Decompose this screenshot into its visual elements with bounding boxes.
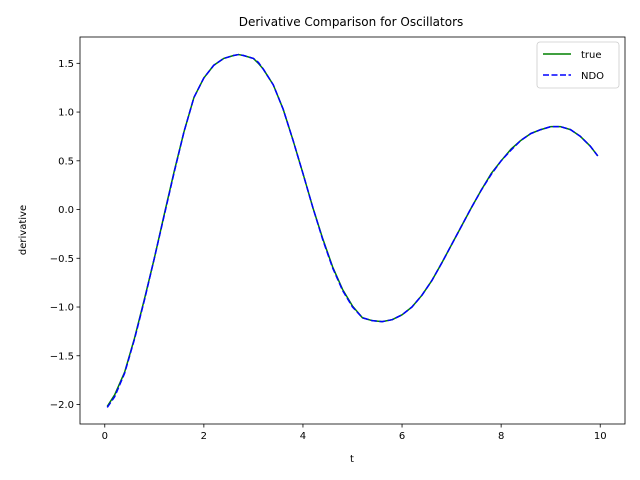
y-tick-label: −1.0 bbox=[50, 303, 74, 314]
y-tick-label: 1.0 bbox=[58, 108, 74, 119]
y-tick-label: 0.0 bbox=[58, 205, 74, 216]
x-tick-label: 2 bbox=[201, 431, 207, 442]
y-tick-label: 1.5 bbox=[58, 59, 74, 70]
legend-true-label: true bbox=[581, 50, 602, 61]
legend-ndo-label: NDO bbox=[581, 71, 604, 82]
y-tick-label: −0.5 bbox=[50, 254, 74, 265]
plot-area bbox=[80, 37, 625, 424]
legend: true NDO bbox=[536, 41, 620, 89]
x-tick-label: 10 bbox=[594, 431, 607, 442]
x-tick-label: 0 bbox=[102, 431, 108, 442]
x-tick-label: 6 bbox=[399, 431, 405, 442]
x-tick-label: 4 bbox=[300, 431, 306, 442]
y-tick-label: −1.5 bbox=[50, 351, 74, 362]
y-axis-ticks: −2.0 −1.5 −1.0 −0.5 0.0 0.5 1.0 1.5 bbox=[50, 59, 80, 411]
y-tick-label: −2.0 bbox=[50, 400, 74, 411]
x-axis-ticks: 0 2 4 6 8 10 bbox=[102, 424, 607, 442]
series-line-ndo bbox=[106, 53, 599, 408]
legend-box bbox=[536, 41, 620, 89]
y-axis-label: derivative bbox=[18, 205, 29, 255]
y-tick-label: 0.5 bbox=[58, 156, 74, 167]
plot-frame bbox=[79, 36, 626, 425]
chart-title: Derivative Comparison for Oscillators bbox=[239, 15, 464, 29]
series-layer bbox=[106, 53, 599, 408]
x-tick-label: 8 bbox=[498, 431, 504, 442]
x-axis-label: t bbox=[350, 454, 354, 465]
